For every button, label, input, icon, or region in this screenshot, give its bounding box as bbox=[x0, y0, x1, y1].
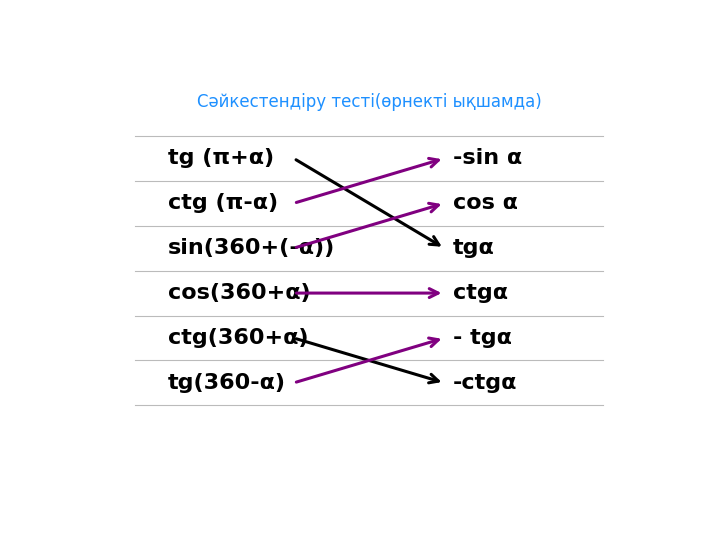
Text: tg(360-α): tg(360-α) bbox=[168, 373, 286, 393]
Text: cos α: cos α bbox=[453, 193, 518, 213]
Text: ctg(360+α): ctg(360+α) bbox=[168, 328, 309, 348]
Text: -ctgα: -ctgα bbox=[453, 373, 517, 393]
Text: tg (π+α): tg (π+α) bbox=[168, 148, 274, 168]
Text: - tgα: - tgα bbox=[453, 328, 512, 348]
Text: tgα: tgα bbox=[453, 238, 495, 258]
Text: -sin α: -sin α bbox=[453, 148, 522, 168]
Text: Сәйкестендіру тесті(өрнекті ықшамда): Сәйкестендіру тесті(өрнекті ықшамда) bbox=[197, 93, 541, 111]
Text: cos(360+α): cos(360+α) bbox=[168, 283, 311, 303]
Text: ctg (π-α): ctg (π-α) bbox=[168, 193, 278, 213]
Text: ctgα: ctgα bbox=[453, 283, 508, 303]
Text: sin(360+(-α)): sin(360+(-α)) bbox=[168, 238, 336, 258]
